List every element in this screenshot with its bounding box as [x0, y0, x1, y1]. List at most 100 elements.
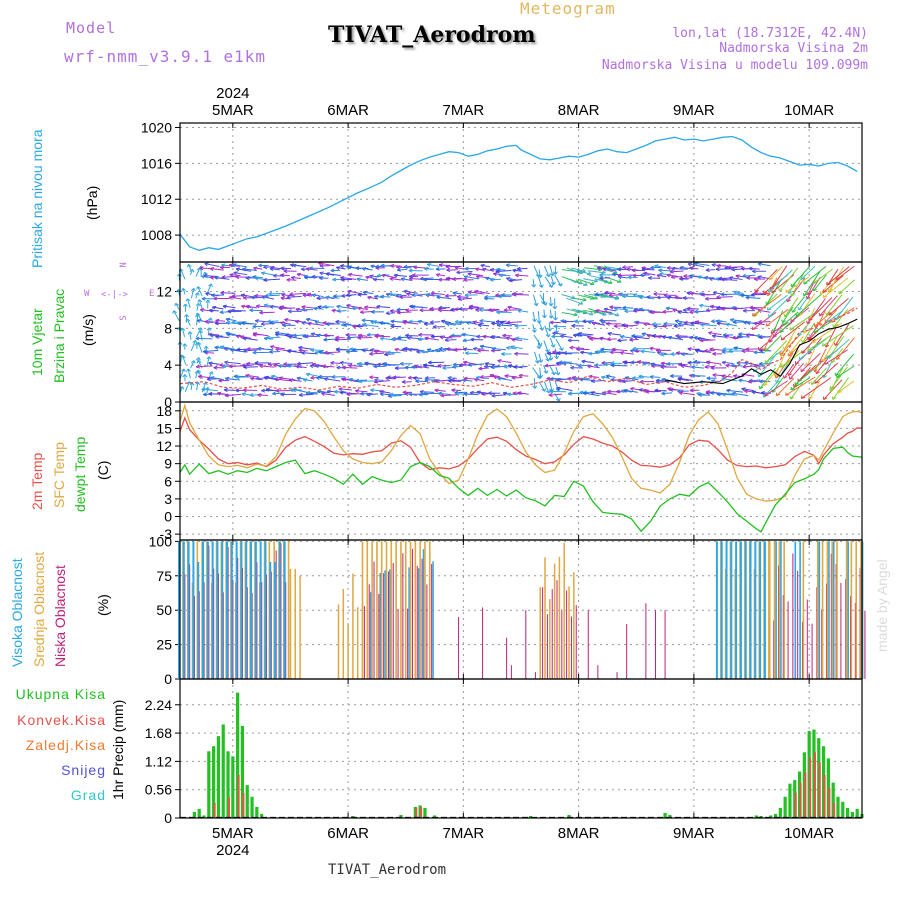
wind-arrow-head [803, 330, 807, 334]
wind-arrow [452, 365, 463, 368]
wind-arrow-head [785, 392, 787, 396]
wind-arrow-head [496, 310, 501, 313]
wind-arrow-head [322, 321, 327, 324]
wind-arrow [783, 363, 795, 379]
wind-arrow [302, 294, 313, 297]
wind-arrow [753, 322, 765, 326]
wind-arrow-head [571, 323, 576, 327]
wind-arrow-head [360, 391, 364, 395]
wind-arrow-head [215, 334, 220, 338]
wind-arrow-head [482, 334, 487, 337]
wind-arrow-head [556, 386, 561, 389]
wind-arrow-head [180, 268, 184, 272]
wind-arrow [430, 321, 441, 323]
wind-arrow-head [772, 335, 777, 338]
legend-total: Ukupna Kisa [15, 686, 106, 702]
wind-arrow-head [631, 375, 636, 379]
wind-arrow-head [252, 324, 257, 328]
wind-arrow-head [775, 379, 777, 383]
wind-arrow-head [182, 386, 185, 390]
wind-arrow-head [345, 332, 350, 336]
precip-total-bar [250, 796, 254, 818]
wind-arrow-head [430, 291, 435, 294]
wind-arrow [624, 376, 639, 381]
wind-arrow-head [641, 267, 646, 270]
wind-arrow-head [263, 376, 268, 378]
wind-arrow-head [800, 277, 805, 280]
wind-arrow-head [533, 303, 537, 307]
wind-arrow-head [428, 360, 432, 364]
wind-arrow [286, 279, 297, 281]
wind-arrow-head [743, 320, 748, 323]
wind-arrow-head [192, 339, 196, 343]
wind-arrow-head [825, 344, 830, 348]
wind-arrow [783, 325, 799, 350]
wind-arrow [677, 311, 689, 314]
wind-arrow-head [545, 334, 549, 338]
wind-arrow [488, 308, 500, 311]
wind-arrow [310, 349, 324, 351]
wind-arrow-head [209, 267, 214, 269]
wind-arrow-head [182, 287, 187, 292]
wind-arrow [291, 276, 301, 280]
wind-arrow-head [634, 320, 639, 323]
wind-arrow [689, 267, 699, 270]
wind-arrow [203, 275, 218, 277]
wind-arrow-head [389, 309, 394, 312]
wind-arrow-head [235, 388, 240, 391]
wind-arrow-head [401, 379, 406, 383]
wind-arrow-head [548, 333, 551, 338]
wind-arrow-head [823, 290, 827, 293]
wind-arrow-head [745, 333, 750, 336]
wind-arrow-head [506, 346, 511, 349]
wind-arrow-head [538, 284, 543, 288]
model-name: wrf-nmm_v3.9.1 e1km [64, 47, 267, 66]
wind-arrow-head [621, 323, 626, 326]
wind-arrow [637, 361, 650, 364]
wind-arrow-head [414, 364, 419, 367]
wind-arrow [649, 376, 661, 378]
wind-arrow-head [215, 318, 220, 321]
wind-arrow-head [373, 379, 378, 383]
wind-arrow [742, 365, 756, 368]
wind-arrow-head [806, 336, 809, 340]
wind-arrow [549, 380, 553, 392]
wind-arrow-head [208, 283, 212, 287]
wind-arrow [622, 266, 633, 269]
temperature-ytick-label: 15 [156, 420, 172, 436]
wind-arrow-head [434, 348, 439, 351]
wind-arrow-head [512, 391, 517, 394]
precip-total-bar [836, 796, 840, 818]
wind-arrow [836, 337, 855, 360]
wind-arrow-head [438, 346, 443, 350]
wind-arrow-head [766, 302, 770, 305]
wind-arrow-head [292, 333, 297, 337]
wind-arrow-head [798, 333, 802, 337]
wind-arrow-head [813, 288, 817, 292]
wind-arrow-head [186, 368, 189, 372]
wind-arrow-head [396, 307, 401, 311]
wind-arrow-head [478, 307, 483, 311]
wind-arrow [390, 310, 400, 312]
wind-arrow-head [374, 294, 379, 297]
wind-arrow-head [677, 335, 682, 338]
wind-arrow-head [770, 330, 773, 334]
wind-arrow-head [309, 266, 314, 269]
wind-arrow [706, 361, 722, 365]
wind-arrow-head [436, 295, 441, 298]
wind-arrow-head [722, 392, 727, 395]
wind-arrow-head [197, 341, 202, 345]
wind-arrow-head [624, 323, 628, 327]
wind-arrow-head [429, 320, 434, 323]
wind-arrow-head [654, 388, 659, 391]
precip-total-bar [788, 783, 792, 818]
wind-arrow [485, 277, 496, 280]
wind-arrow-head [310, 375, 314, 379]
wind-arrow-head [454, 307, 459, 310]
wind-arrow-head [355, 378, 360, 382]
wind-arrow-head [610, 361, 615, 364]
wind-arrow-head [759, 386, 764, 390]
wind-arrow-head [758, 335, 763, 338]
wind-arrow-head [663, 293, 668, 296]
wind-arrow-head [477, 348, 482, 351]
